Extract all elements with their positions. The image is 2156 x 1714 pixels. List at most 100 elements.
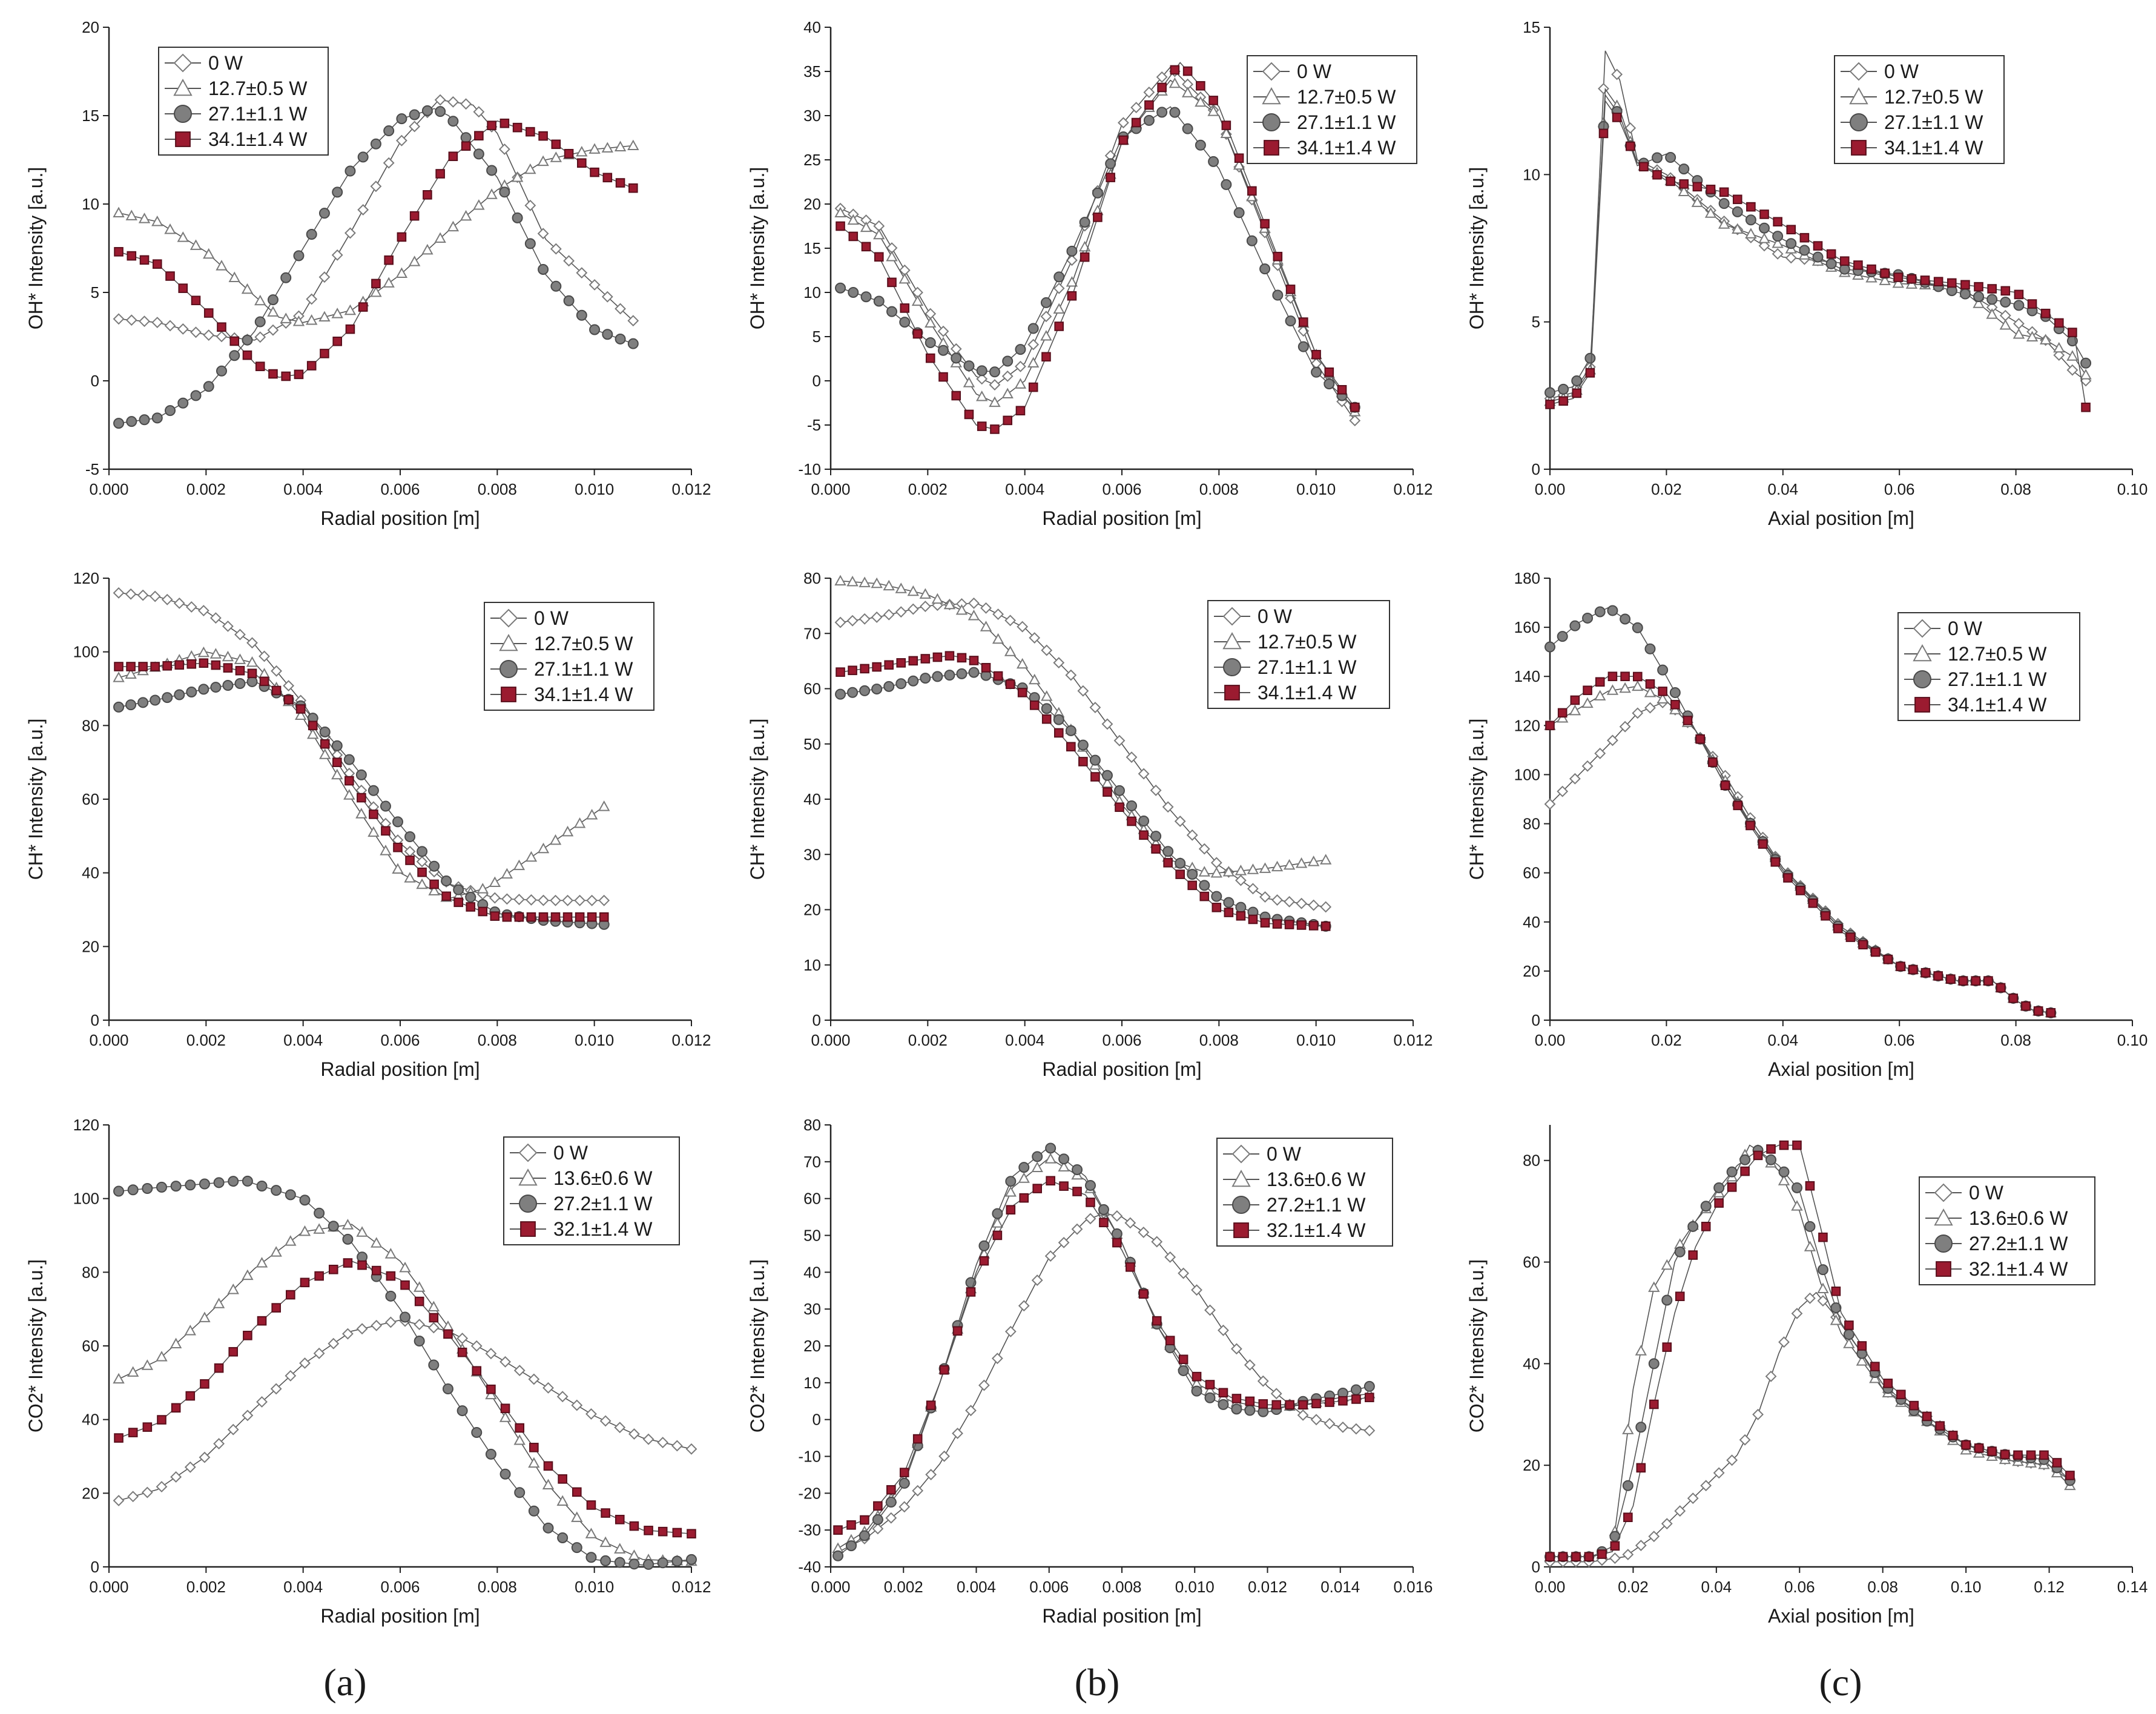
data-point	[203, 248, 215, 259]
data-point	[1625, 141, 1635, 151]
data-point	[895, 582, 907, 593]
data-point	[127, 1366, 139, 1377]
data-point	[413, 1281, 426, 1292]
data-point	[1222, 866, 1235, 877]
data-point	[1231, 1403, 1242, 1415]
data-point	[294, 369, 304, 380]
data-point	[138, 213, 151, 223]
data-point	[332, 336, 342, 346]
y-tick-label: 20	[82, 18, 99, 36]
data-point	[295, 704, 306, 714]
data-point	[395, 267, 408, 279]
data-point	[1639, 162, 1649, 172]
y-tick-label: 80	[1523, 815, 1540, 833]
data-point	[899, 317, 911, 328]
data-point	[342, 1328, 354, 1340]
data-point	[453, 897, 464, 908]
data-point	[1143, 114, 1155, 126]
data-point	[1558, 1552, 1568, 1562]
data-point	[1766, 1144, 1776, 1154]
y-tick-label: 70	[803, 624, 821, 642]
data-point	[896, 658, 906, 668]
data-point	[895, 678, 907, 690]
series-4	[836, 651, 1331, 931]
data-point	[174, 689, 185, 700]
data-point	[1150, 784, 1162, 796]
data-point	[1714, 1198, 1724, 1208]
data-point	[1029, 632, 1041, 644]
data-point	[209, 648, 222, 659]
y-tick-label: 60	[1523, 1253, 1540, 1271]
x-tick-label: 0.04	[1767, 480, 1798, 498]
data-point	[370, 286, 382, 297]
data-point	[127, 1184, 139, 1196]
data-point	[2021, 1001, 2031, 1011]
data-point	[476, 883, 489, 894]
data-point	[1948, 1431, 1958, 1440]
data-point	[371, 1265, 381, 1276]
data-point	[860, 291, 872, 303]
data-point	[213, 1177, 225, 1188]
data-point	[1247, 863, 1259, 874]
data-point	[834, 616, 846, 628]
data-point	[1040, 330, 1052, 341]
data-point	[1195, 96, 1207, 107]
data-point	[528, 1505, 539, 1517]
data-point	[198, 684, 209, 695]
data-point	[173, 597, 185, 609]
data-point	[314, 1207, 325, 1219]
data-point	[1996, 983, 2006, 993]
data-point	[267, 294, 279, 306]
data-point	[421, 105, 433, 116]
data-point	[1224, 908, 1234, 917]
data-point	[128, 1428, 138, 1437]
data-point	[1661, 1259, 1673, 1270]
data-point	[473, 148, 484, 160]
data-point	[1041, 714, 1052, 724]
data-point	[328, 1264, 338, 1274]
data-point	[2066, 364, 2079, 376]
data-point	[319, 748, 331, 759]
data-point	[1298, 1400, 1308, 1410]
data-point	[429, 860, 440, 872]
data-point	[1833, 923, 1843, 934]
data-point	[1726, 1166, 1738, 1178]
data-point	[1058, 1161, 1070, 1172]
x-tick-label: 0.010	[575, 480, 614, 498]
data-point	[429, 1313, 439, 1323]
data-point	[1139, 830, 1149, 840]
data-point	[628, 1549, 641, 1560]
data-point	[1804, 1241, 1816, 1251]
data-point	[1053, 271, 1065, 283]
data-point	[1284, 920, 1294, 929]
data-point	[938, 1450, 951, 1462]
data-point	[628, 1558, 640, 1570]
data-point	[1611, 68, 1623, 81]
data-point	[1783, 873, 1793, 883]
data-point	[1212, 903, 1222, 912]
data-point	[1987, 1446, 1997, 1456]
legend-label: 34.1±1.4 W	[1297, 137, 1396, 159]
data-point	[319, 726, 331, 737]
data-point	[460, 209, 472, 221]
data-point	[395, 134, 407, 147]
series-1	[1544, 50, 2092, 404]
data-point	[489, 876, 501, 888]
legend-label: 27.2±1.1 W	[553, 1193, 653, 1215]
data-point	[1113, 785, 1125, 796]
data-point	[1759, 222, 1770, 234]
y-tick-label: 15	[1523, 18, 1540, 36]
x-tick-label: 0.04	[1701, 1578, 1732, 1596]
data-point	[1138, 768, 1150, 780]
data-point	[1297, 341, 1309, 352]
legend-marker	[499, 608, 518, 628]
data-point	[294, 709, 307, 720]
y-tick-label: 15	[803, 239, 821, 257]
data-point	[859, 685, 871, 696]
data-point	[1296, 920, 1307, 930]
x-tick-label: 0.004	[283, 1031, 323, 1049]
data-point	[1004, 1325, 1017, 1337]
data-point	[199, 658, 209, 668]
data-point	[599, 1536, 612, 1548]
data-point	[384, 1248, 397, 1259]
